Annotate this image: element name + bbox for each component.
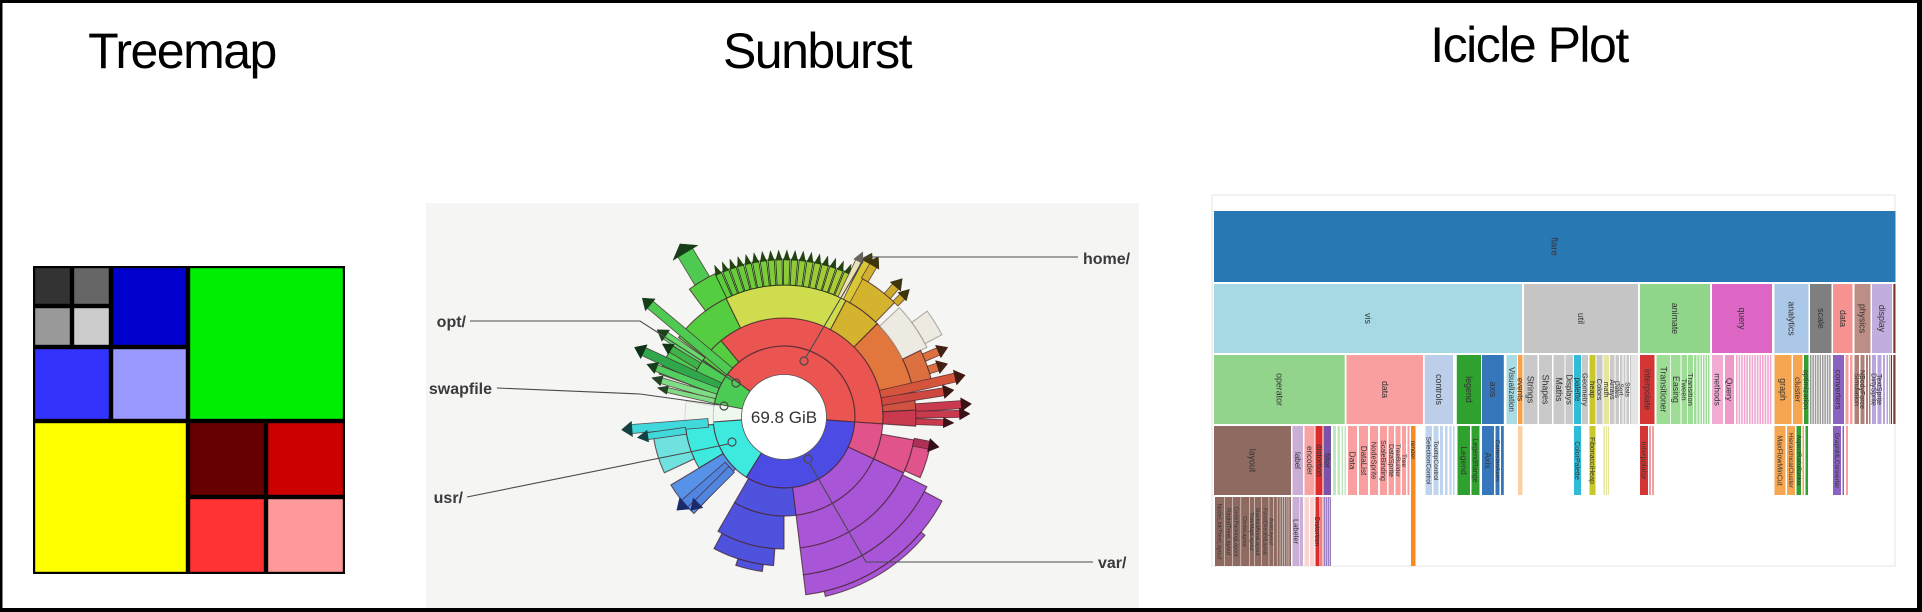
svg-text:cluster: cluster <box>1793 377 1803 402</box>
svg-text:Tween: Tween <box>1680 378 1689 400</box>
svg-text:ScaleBinding: ScaleBinding <box>1379 440 1386 481</box>
svg-text:DataSprite: DataSprite <box>1387 444 1394 477</box>
svg-text:LegendRange: LegendRange <box>1471 439 1478 483</box>
svg-text:distortion: distortion <box>1314 444 1323 476</box>
svg-text:usr/: usr/ <box>434 490 464 507</box>
svg-text:AspectRatioBanker: AspectRatioBanker <box>1795 435 1801 486</box>
svg-text:ForceDirectedLayout: ForceDirectedLayout <box>1262 508 1268 555</box>
svg-text:converters: converters <box>1834 370 1844 410</box>
svg-text:Legend: Legend <box>1459 446 1469 475</box>
svg-text:Distortion: Distortion <box>1313 517 1320 547</box>
svg-text:Interpolator: Interpolator <box>1640 442 1649 480</box>
svg-text:StackedAreaLayout: StackedAreaLayout <box>1254 507 1260 555</box>
svg-text:Sunburst: Sunburst <box>723 23 913 79</box>
svg-text:query: query <box>1737 307 1747 330</box>
svg-text:Dates: Dates <box>1613 381 1620 399</box>
svg-text:Data: Data <box>1348 452 1358 470</box>
svg-text:FibonacciHeap: FibonacciHeap <box>1588 437 1595 484</box>
svg-text:NBodyForce: NBodyForce <box>1858 370 1865 409</box>
svg-text:swapfile: swapfile <box>429 381 492 398</box>
svg-text:CirclePackingLayout: CirclePackingLayout <box>1233 506 1239 557</box>
svg-text:interpolate: interpolate <box>1642 369 1652 410</box>
svg-text:NodeSprite: NodeSprite <box>1370 442 1379 480</box>
svg-text:display: display <box>1877 305 1887 333</box>
svg-text:69.8 GiB: 69.8 GiB <box>751 408 817 427</box>
svg-text:Sort: Sort <box>1617 384 1624 396</box>
svg-text:axis: axis <box>1488 382 1498 398</box>
svg-text:filter: filter <box>1323 453 1332 468</box>
svg-text:physics: physics <box>1858 304 1868 334</box>
svg-text:ColorPalette: ColorPalette <box>1573 441 1580 480</box>
svg-text:TextSprite: TextSprite <box>1875 374 1882 405</box>
svg-text:layout: layout <box>1248 449 1258 473</box>
svg-text:CartesianAxes: CartesianAxes <box>1493 439 1500 482</box>
svg-text:Maths: Maths <box>1554 378 1564 403</box>
svg-text:MaxFlowMinCut: MaxFlowMinCut <box>1776 435 1783 485</box>
svg-text:HierarchicalCluster: HierarchicalCluster <box>1787 433 1794 489</box>
svg-text:Axis: Axis <box>1483 452 1493 468</box>
svg-text:var/: var/ <box>1098 555 1127 572</box>
svg-text:analytics: analytics <box>1787 301 1797 336</box>
svg-text:heap: heap <box>1588 381 1597 398</box>
svg-text:Icicle Plot: Icicle Plot <box>1430 17 1629 73</box>
svg-text:Tree: Tree <box>1400 454 1407 468</box>
svg-text:Displays: Displays <box>1565 374 1574 404</box>
svg-text:data: data <box>1380 381 1390 398</box>
svg-text:Shapes: Shapes <box>1541 375 1551 405</box>
svg-text:opt/: opt/ <box>437 314 467 331</box>
svg-text:label: label <box>1293 452 1302 469</box>
svg-text:controls: controls <box>1434 374 1444 405</box>
svg-text:TooltipControl: TooltipControl <box>1432 441 1439 481</box>
svg-text:Arrays: Arrays <box>1608 379 1615 400</box>
svg-text:Colors: Colors <box>1595 379 1604 401</box>
svg-text:SelectionControl: SelectionControl <box>1425 437 1432 485</box>
svg-text:Transition: Transition <box>1686 373 1695 406</box>
svg-text:Geometry: Geometry <box>1581 373 1590 406</box>
svg-text:CircleLayout: CircleLayout <box>1241 516 1247 547</box>
svg-text:graph: graph <box>1778 378 1788 401</box>
svg-text:TreeMapLayout: TreeMapLayout <box>1248 512 1254 551</box>
svg-text:util: util <box>1576 313 1586 324</box>
svg-text:RadialTreeLayout: RadialTreeLayout <box>1224 508 1230 555</box>
svg-text:AxisLayout: AxisLayout <box>1267 518 1273 545</box>
svg-text:DirtySprite: DirtySprite <box>1870 373 1877 406</box>
svg-text:palette: palette <box>1573 377 1582 402</box>
svg-text:animate: animate <box>1670 303 1680 334</box>
svg-text:NodeLinkTreeLayout: NodeLinkTreeLayout <box>1216 504 1222 560</box>
svg-text:Simulation: Simulation <box>1852 373 1859 406</box>
svg-text:Strings: Strings <box>1526 376 1536 404</box>
svg-text:Stats: Stats <box>1624 382 1631 398</box>
svg-text:render: render <box>1409 441 1416 461</box>
svg-text:Easing: Easing <box>1671 376 1681 403</box>
svg-text:events: events <box>1516 378 1525 402</box>
svg-text:GraphMLConverter: GraphMLConverter <box>1833 433 1840 489</box>
svg-text:home/: home/ <box>1083 251 1131 268</box>
svg-text:math: math <box>1602 382 1609 398</box>
svg-text:Labeler: Labeler <box>1292 519 1301 545</box>
svg-text:legend: legend <box>1464 376 1474 403</box>
svg-text:Transitioner: Transitioner <box>1658 366 1668 412</box>
svg-text:vis: vis <box>1363 313 1373 324</box>
svg-text:flare: flare <box>1549 237 1560 255</box>
svg-text:scale: scale <box>1816 308 1826 329</box>
svg-text:Visualization: Visualization <box>1507 367 1516 412</box>
svg-text:methods: methods <box>1713 373 1723 406</box>
svg-text:DataList: DataList <box>1359 446 1368 476</box>
svg-text:TreeBuilder: TreeBuilder <box>1394 444 1401 478</box>
svg-text:optimization: optimization <box>1802 369 1811 409</box>
svg-text:operator: operator <box>1274 373 1284 406</box>
svg-text:Query: Query <box>1725 378 1735 402</box>
svg-text:encoder: encoder <box>1305 446 1314 475</box>
svg-text:Treemap: Treemap <box>88 23 276 79</box>
svg-text:data: data <box>1838 310 1848 327</box>
